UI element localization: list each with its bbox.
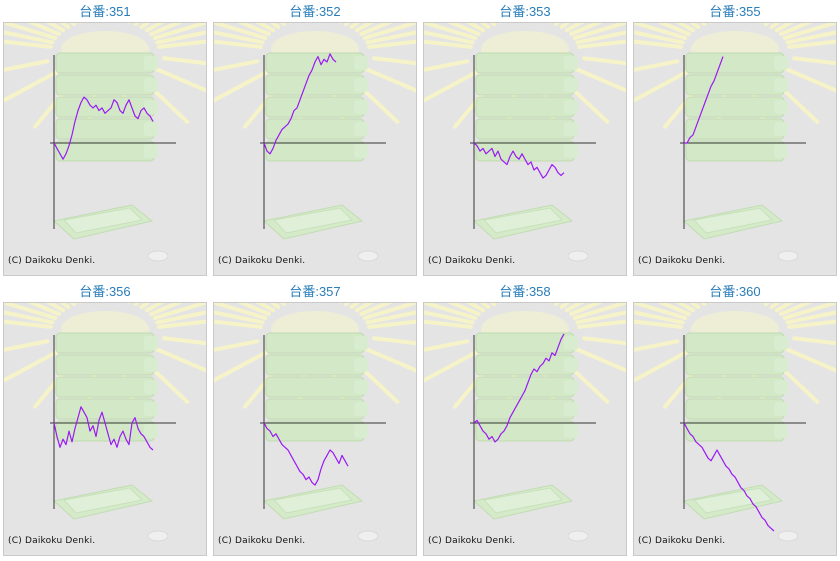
series-line-357 xyxy=(263,422,349,486)
machine-title[interactable]: 台番:355 xyxy=(709,4,761,19)
machine-title[interactable]: 台番:357 xyxy=(289,284,341,299)
copyright-text: (C) Daikoku Denki. xyxy=(428,256,516,266)
series-line-355 xyxy=(684,56,724,144)
machine-title[interactable]: 台番:352 xyxy=(289,4,341,19)
slump-graph xyxy=(634,23,836,262)
background-illustration xyxy=(214,23,416,262)
machine-title[interactable]: 台番:351 xyxy=(79,4,131,19)
graph-panel: (C) Daikoku Denki. xyxy=(3,302,207,556)
machine-card-352: 台番:352 (C) Daikoku Denki. xyxy=(210,0,420,280)
machine-card-351: 台番:351 (C) Daikoku Denki. xyxy=(0,0,210,280)
copyright-text: (C) Daikoku Denki. xyxy=(8,256,96,266)
machine-card-356: 台番:356 (C) Daikoku Denki. xyxy=(0,280,210,560)
series-line-358 xyxy=(473,333,565,443)
background-illustration xyxy=(634,303,836,542)
background-illustration xyxy=(634,23,836,262)
slump-graph xyxy=(4,303,206,542)
graph-panel: (C) Daikoku Denki. xyxy=(3,22,207,276)
copyright-text: (C) Daikoku Denki. xyxy=(8,536,96,546)
graph-panel: (C) Daikoku Denki. xyxy=(633,22,837,276)
machine-card-358: 台番:358 (C) Daikoku Denki. xyxy=(420,280,630,560)
slump-graph xyxy=(214,23,416,262)
machine-title[interactable]: 台番:356 xyxy=(79,284,131,299)
machine-card-353: 台番:353 (C) Daikoku Denki. xyxy=(420,0,630,280)
copyright-text: (C) Daikoku Denki. xyxy=(638,536,726,546)
copyright-text: (C) Daikoku Denki. xyxy=(218,256,306,266)
background-illustration xyxy=(4,23,206,262)
background-illustration xyxy=(4,303,206,542)
copyright-text: (C) Daikoku Denki. xyxy=(218,536,306,546)
slump-graph xyxy=(214,303,416,542)
slump-graph xyxy=(4,23,206,262)
graph-panel: (C) Daikoku Denki. xyxy=(423,22,627,276)
machine-title[interactable]: 台番:353 xyxy=(499,4,551,19)
background-illustration xyxy=(214,303,416,542)
graph-panel: (C) Daikoku Denki. xyxy=(213,22,417,276)
background-illustration xyxy=(424,303,626,542)
series-line-351 xyxy=(53,96,154,160)
machine-card-357: 台番:357 (C) Daikoku Denki. xyxy=(210,280,420,560)
slump-graph xyxy=(424,303,626,542)
series-line-360 xyxy=(683,422,775,532)
copyright-text: (C) Daikoku Denki. xyxy=(428,536,516,546)
series-line-352 xyxy=(263,53,337,155)
slump-graph xyxy=(634,303,836,542)
machine-title[interactable]: 台番:358 xyxy=(499,284,551,299)
background-illustration xyxy=(424,23,626,262)
graph-panel: (C) Daikoku Denki. xyxy=(633,302,837,556)
series-line-356 xyxy=(53,406,154,451)
graph-panel: (C) Daikoku Denki. xyxy=(423,302,627,556)
series-line-353 xyxy=(473,142,565,179)
machine-card-355: 台番:355 (C) Daikoku Denki. xyxy=(630,0,840,280)
slump-graph xyxy=(424,23,626,262)
machine-card-360: 台番:360 (C) Daikoku Denki. xyxy=(630,280,840,560)
machine-title[interactable]: 台番:360 xyxy=(709,284,761,299)
graph-panel: (C) Daikoku Denki. xyxy=(213,302,417,556)
copyright-text: (C) Daikoku Denki. xyxy=(638,256,726,266)
